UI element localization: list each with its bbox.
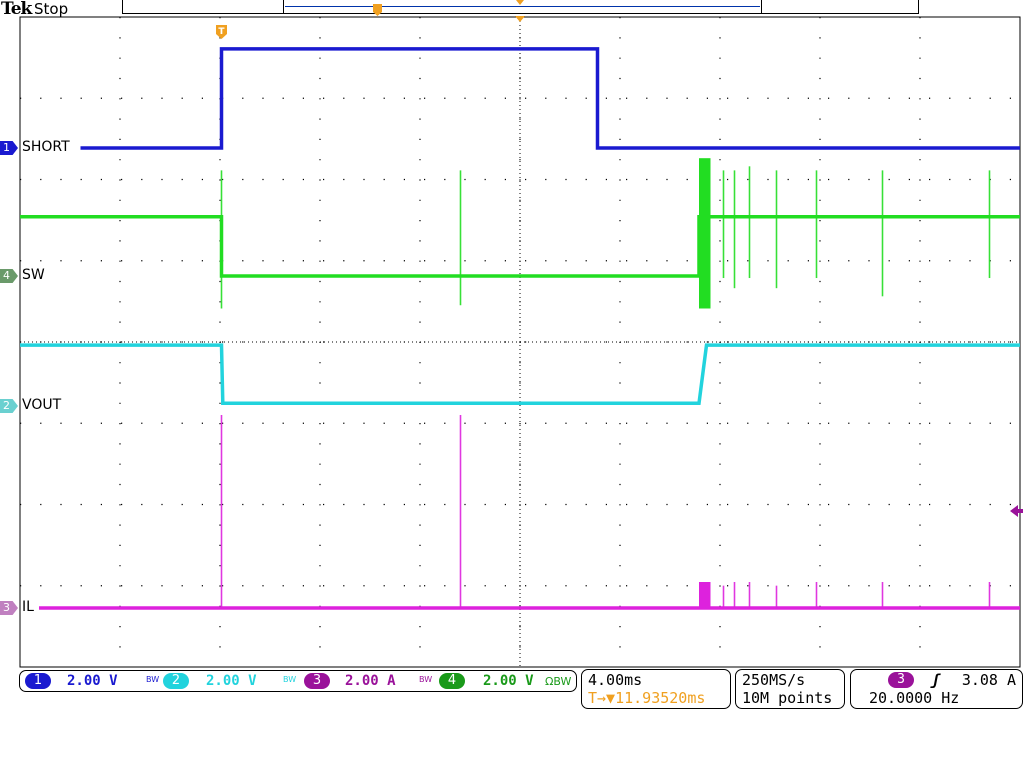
ch4-label: SW — [22, 267, 45, 283]
trigger-position-icon: T→▼ — [588, 689, 616, 707]
trigger-level: 3.08 A — [961, 671, 1016, 689]
sample-rate: 250MS/s — [742, 671, 806, 689]
expansion-point-icon — [515, 16, 525, 22]
ch2-scale[interactable]: 2.00 V — [206, 673, 257, 689]
ch1-scale[interactable]: 2.00 V — [67, 673, 118, 689]
ch3-badge[interactable]: 3 — [304, 673, 330, 689]
brand-logo: Tek — [1, 0, 32, 19]
horizontal-readout[interactable]: 4.00ms T→▼11.93520ms — [581, 669, 731, 709]
acquisition-status: Stop — [34, 0, 69, 18]
ch3-label: IL — [22, 599, 34, 615]
ch4-ground-marker[interactable]: 4 — [0, 269, 18, 283]
record-view-window[interactable] — [283, 0, 762, 14]
record-length: 10M points — [742, 689, 833, 707]
ch4-badge[interactable]: 4 — [439, 673, 465, 689]
ch2-ground-marker[interactable]: 2 — [0, 399, 18, 413]
ch1-label: SHORT — [22, 139, 70, 155]
ch1-ground-marker[interactable]: 1 — [0, 141, 18, 155]
trace-line — [20, 343, 1020, 405]
record-trigger-marker-icon — [373, 4, 382, 16]
record-trace-preview — [285, 6, 760, 7]
ch3-ground-marker[interactable]: 3 — [0, 601, 18, 615]
trigger-level-icon — [1010, 505, 1023, 517]
trigger-position-marker: T — [216, 0, 1023, 517]
ch2-label: VOUT — [22, 397, 62, 413]
horizontal-position: 11.93520ms — [615, 689, 706, 707]
trigger-slope-icon: ʃ — [931, 671, 941, 689]
ch3-bw-icon: BW — [419, 675, 433, 684]
trace-short — [80, 47, 1020, 150]
horizontal-scale: 4.00ms — [588, 671, 643, 689]
ch3-scale[interactable]: 2.00 A — [345, 673, 396, 689]
record-center-icon — [516, 0, 524, 5]
ch2-bw-icon: BW — [283, 675, 297, 684]
ch2-badge[interactable]: 2 — [163, 673, 189, 689]
trigger-source-badge: 3 — [888, 672, 914, 688]
traces — [20, 47, 1020, 610]
trace-line — [80, 47, 1020, 150]
ch1-bw-icon: BW — [146, 675, 160, 684]
trace-vout — [20, 343, 1020, 405]
trigger-readout[interactable]: 3 ʃ 3.08 A 20.0000 Hz — [850, 669, 1023, 709]
trigger-marker-icon — [216, 25, 227, 39]
trace-burst — [699, 582, 711, 608]
trace-sw — [20, 158, 1020, 309]
trigger-frequency: 20.0000 Hz — [869, 689, 960, 707]
svg-text:T: T — [218, 27, 225, 37]
ch4-bw-impedance-icon: ΩBW — [545, 675, 572, 688]
acquisition-readout[interactable]: 250MS/s 10M points — [735, 669, 845, 709]
graticule — [19, 16, 1021, 668]
trace-burst — [699, 158, 711, 309]
trace-il — [39, 415, 1020, 610]
channel-readout-bar[interactable]: 1 2.00 V BW 2 2.00 V BW 3 2.00 A BW 4 2.… — [19, 670, 577, 692]
ch1-badge[interactable]: 1 — [25, 673, 51, 689]
ch4-scale[interactable]: 2.00 V — [483, 673, 534, 689]
